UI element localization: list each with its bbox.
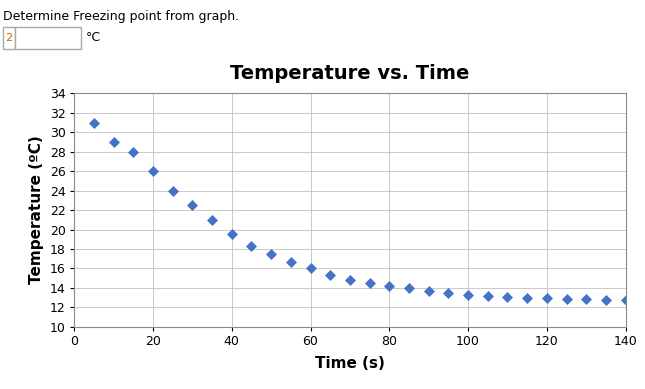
Text: Determine Freezing point from graph.: Determine Freezing point from graph. [3,10,239,23]
Text: °C: °C [86,32,101,44]
FancyBboxPatch shape [3,27,15,49]
X-axis label: Time (s): Time (s) [315,356,385,371]
Y-axis label: Temperature (ºC): Temperature (ºC) [30,136,45,284]
FancyBboxPatch shape [15,27,81,49]
Title: Temperature vs. Time: Temperature vs. Time [230,65,470,84]
Text: 2: 2 [5,33,13,43]
